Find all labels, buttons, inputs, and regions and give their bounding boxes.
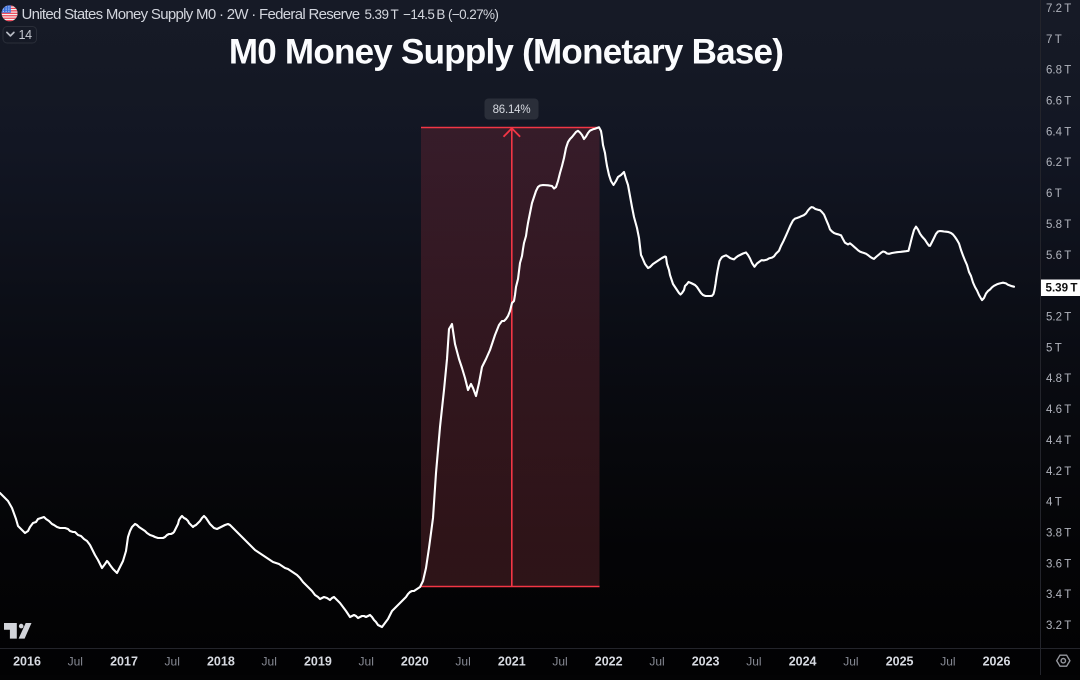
svg-text:5.8 T: 5.8 T [1046, 219, 1071, 231]
svg-text:2020: 2020 [401, 655, 429, 669]
svg-text:4.2 T: 4.2 T [1046, 466, 1071, 478]
svg-text:6.2 T: 6.2 T [1046, 157, 1071, 169]
svg-text:Jul: Jul [649, 655, 664, 669]
svg-text:5.39 T: 5.39 T [1046, 281, 1078, 294]
svg-text:2026: 2026 [983, 655, 1011, 669]
svg-text:3.4 T: 3.4 T [1046, 589, 1071, 601]
svg-text:Jul: Jul [359, 655, 374, 669]
svg-text:6.4 T: 6.4 T [1046, 126, 1071, 138]
svg-text:United States Money Supply M0: United States Money Supply M0 · 2W · Fed… [22, 6, 360, 23]
svg-text:Jul: Jul [455, 655, 470, 669]
svg-text:6 T: 6 T [1046, 188, 1062, 200]
svg-text:Jul: Jul [746, 655, 761, 669]
svg-text:5.2 T: 5.2 T [1046, 312, 1071, 324]
svg-text:7.2 T: 7.2 T [1046, 3, 1071, 15]
svg-text:Jul: Jul [552, 655, 567, 669]
svg-text:2025: 2025 [886, 655, 914, 669]
svg-text:M0 Money Supply (Monetary Base: M0 Money Supply (Monetary Base) [229, 33, 783, 72]
svg-text:2018: 2018 [207, 655, 235, 669]
svg-text:3.8 T: 3.8 T [1046, 528, 1071, 540]
svg-text:3.2 T: 3.2 T [1046, 620, 1071, 632]
svg-text:2024: 2024 [789, 655, 817, 669]
svg-text:2016: 2016 [13, 655, 41, 669]
svg-text:5.6 T: 5.6 T [1046, 250, 1071, 262]
svg-text:2019: 2019 [304, 655, 332, 669]
svg-text:4.4 T: 4.4 T [1046, 435, 1071, 447]
svg-text:Jul: Jul [843, 655, 858, 669]
svg-text:3.6 T: 3.6 T [1046, 558, 1071, 570]
svg-text:14: 14 [19, 28, 33, 42]
svg-text:Jul: Jul [262, 655, 277, 669]
svg-text:Jul: Jul [68, 655, 83, 669]
svg-text:2021: 2021 [498, 655, 526, 669]
svg-text:2017: 2017 [110, 655, 138, 669]
svg-text:Jul: Jul [165, 655, 180, 669]
svg-text:4 T: 4 T [1046, 497, 1062, 509]
svg-text:7 T: 7 T [1046, 34, 1062, 46]
svg-text:Jul: Jul [940, 655, 955, 669]
svg-text:4.8 T: 4.8 T [1046, 373, 1071, 385]
svg-text:86.14%: 86.14% [493, 104, 531, 116]
svg-text:5 T: 5 T [1046, 342, 1062, 354]
svg-text:6.6 T: 6.6 T [1046, 96, 1071, 108]
svg-text:5.39 T −14.5 B (−0.27%): 5.39 T −14.5 B (−0.27%) [365, 7, 499, 22]
svg-text:2023: 2023 [692, 655, 720, 669]
svg-text:4.6 T: 4.6 T [1046, 404, 1071, 416]
svg-text:2022: 2022 [595, 655, 623, 669]
svg-text:6.8 T: 6.8 T [1046, 65, 1071, 77]
